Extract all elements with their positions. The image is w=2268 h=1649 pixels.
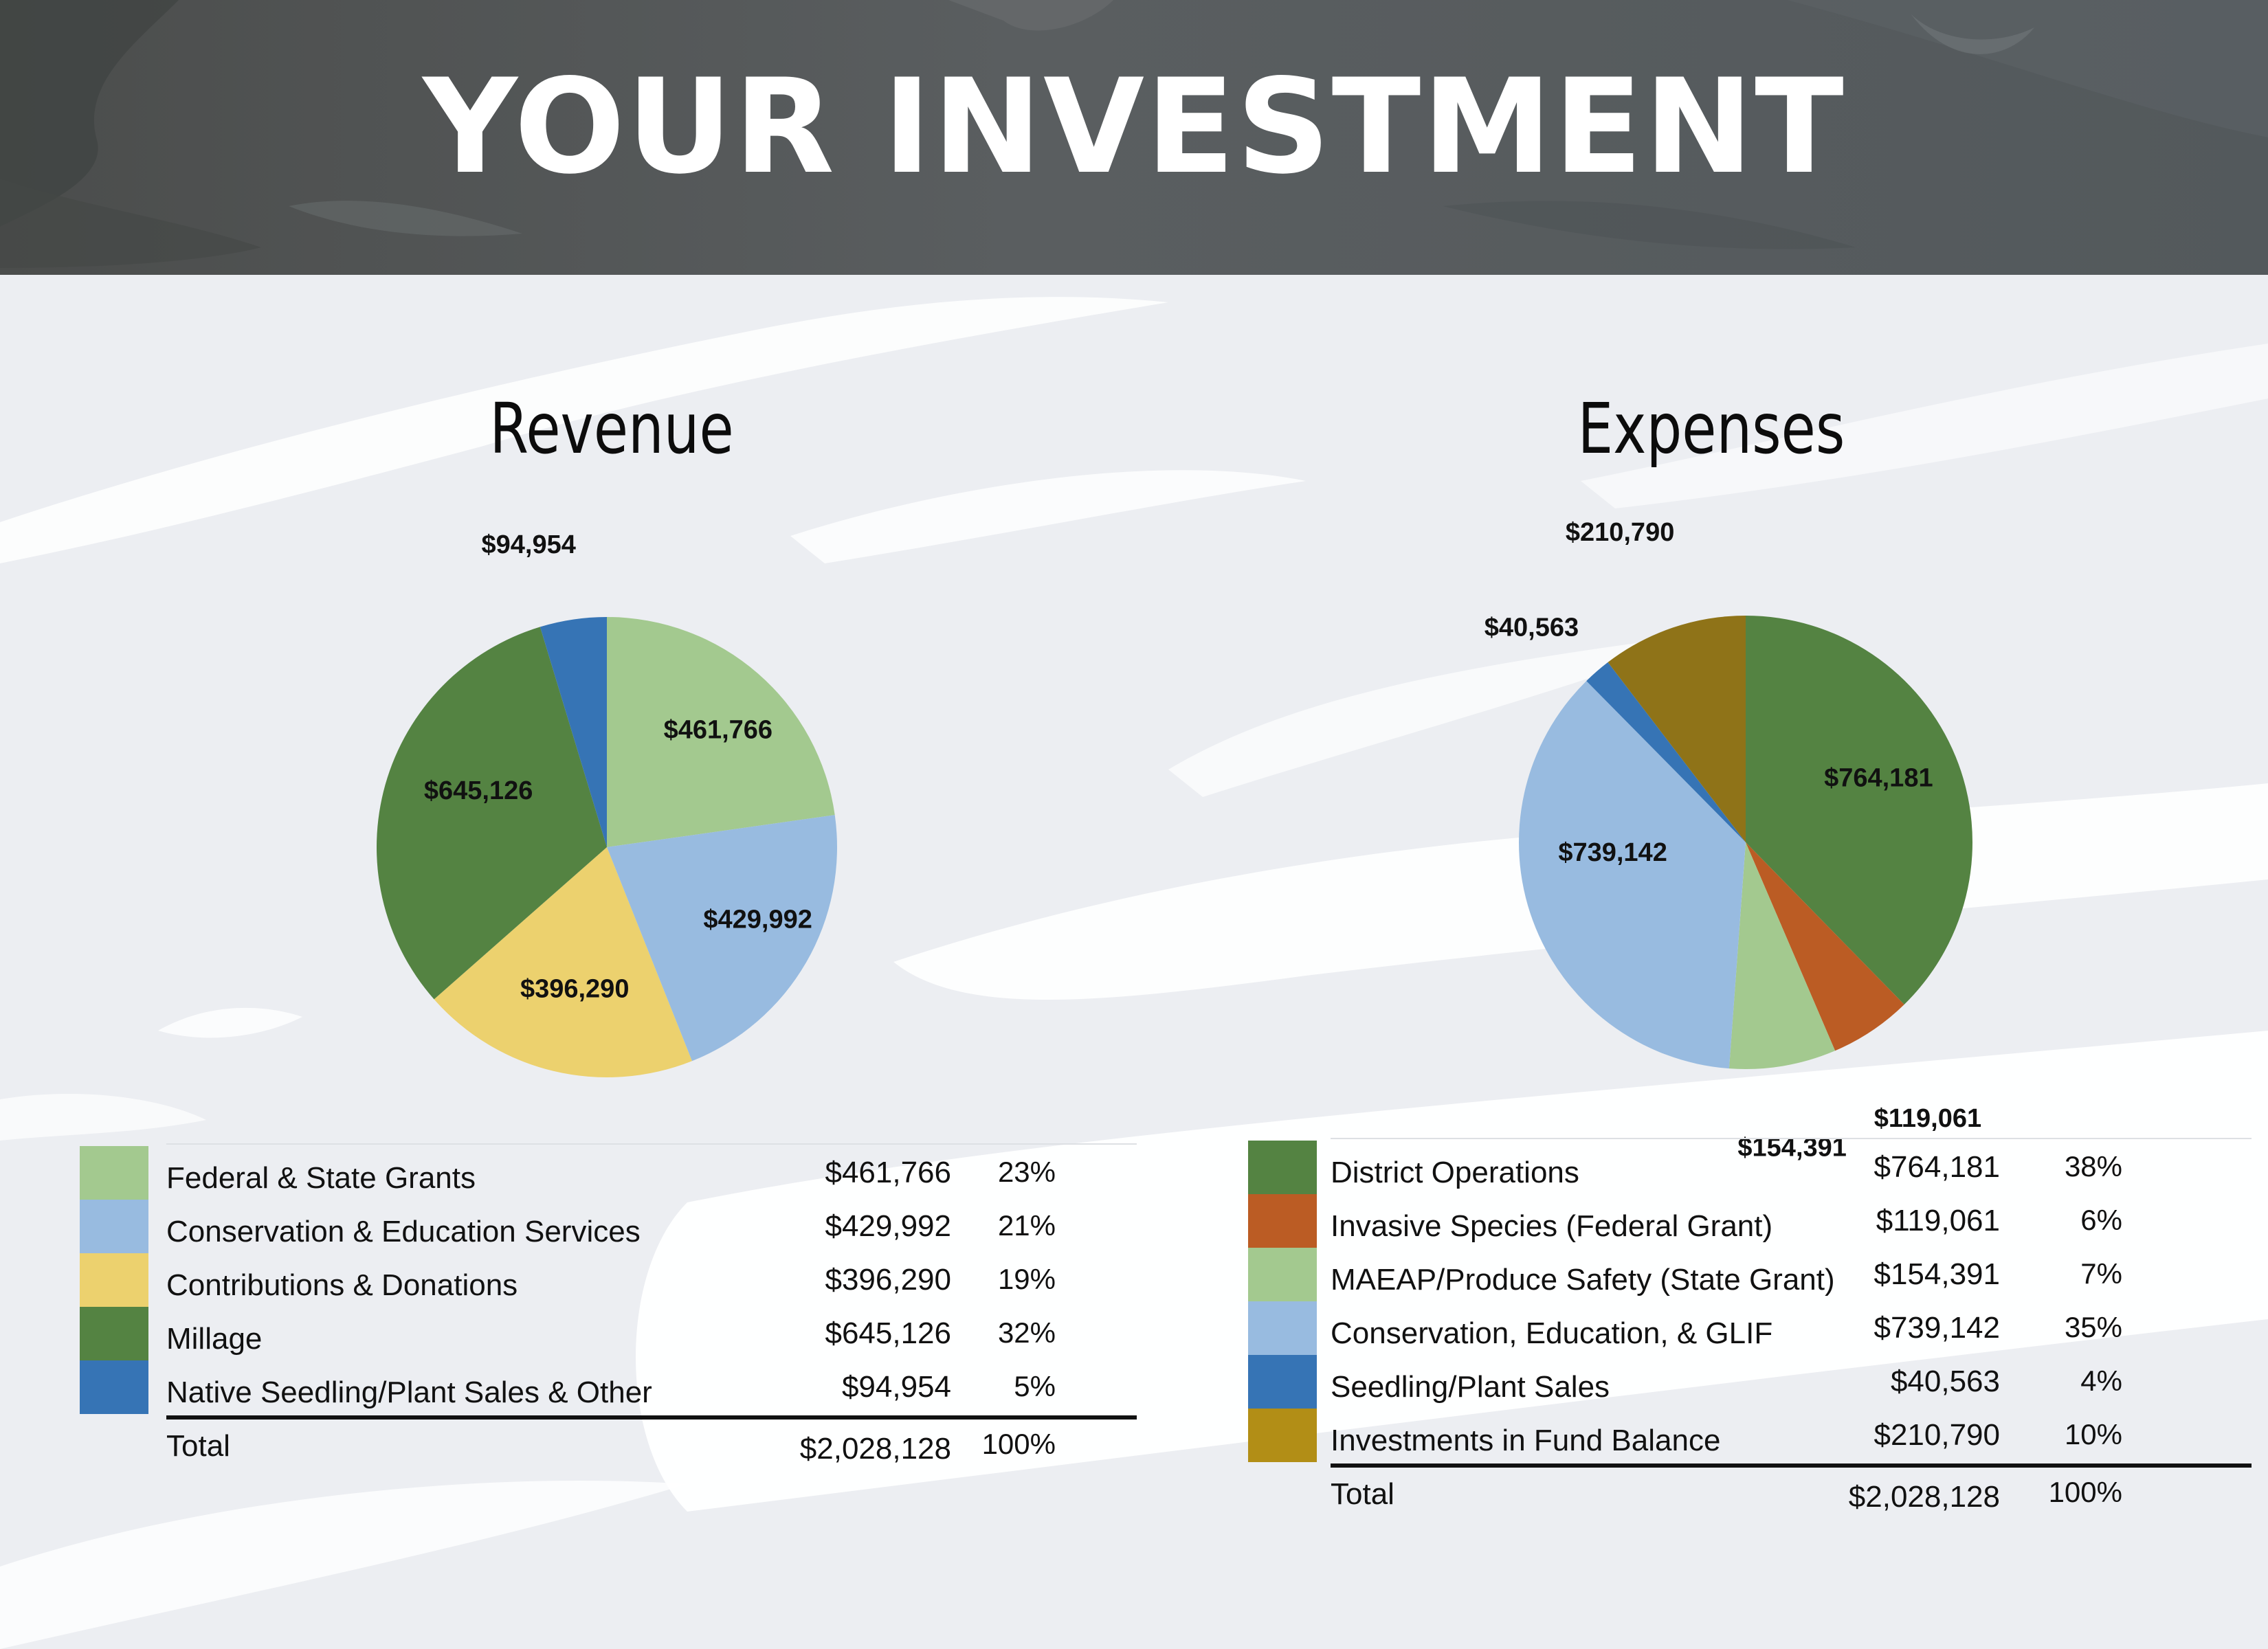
legend-row: Conservation, Education, & GLIF $739,142 3… [1248, 1301, 2122, 1356]
legend-percent: 35% [2064, 1311, 2122, 1343]
legend-percent: 10% [2064, 1418, 2122, 1450]
legend-color-swatch [1248, 1141, 1317, 1194]
total-amount: $2,028,128 [799, 1432, 951, 1466]
legend-percent: 23% [997, 1156, 1056, 1188]
expenses-slice [1586, 662, 1746, 842]
legend-label: Invasive Species (Federal Grant) [1331, 1209, 1773, 1243]
legend-color-swatch [80, 1200, 148, 1253]
brush-texture [0, 0, 2268, 268]
legend-label: District Operations [1331, 1156, 1579, 1189]
legend-color-swatch [80, 1146, 148, 1200]
revenue-data-label: $429,992 [703, 905, 812, 934]
total-amount: $2,028,128 [1848, 1480, 2000, 1514]
legend-row: Contributions & Donations $396,290 19% [80, 1253, 1056, 1308]
legend-color-swatch [1248, 1409, 1317, 1462]
legend-label: Contributions & Donations [166, 1268, 518, 1302]
revenue-slice [607, 815, 837, 1062]
revenue-pie-chart: $461,766 $429,992 $396,290 $645,126 $94,954 [377, 530, 837, 1077]
page-title: YOUR INVESTMENT [423, 51, 1845, 203]
total-row: Total $2,028,128 100% [1248, 1476, 2122, 1532]
legend-row: Invasive Species (Federal Grant) $119,061… [1248, 1194, 2122, 1249]
expenses-data-label: $764,181 [1824, 763, 1933, 792]
expenses-data-label: $40,563 [1485, 613, 1579, 642]
revenue-slice [607, 617, 835, 847]
total-percent: 100% [981, 1428, 1056, 1460]
revenue-slice [434, 847, 692, 1077]
legend-percent: 6% [2080, 1204, 2122, 1236]
expenses-data-label: $739,142 [1558, 838, 1667, 867]
legend-row: Millage $645,126 32% [80, 1307, 1056, 1362]
expenses-slice [1746, 842, 1904, 1051]
legend-amount: $154,391 [1874, 1257, 2000, 1291]
legend-color-swatch [80, 1307, 148, 1360]
expenses-pie-chart: $764,181$119,061$154,391$739,142$40,563$… [1485, 518, 1981, 1163]
revenue-data-label: $645,126 [424, 776, 533, 805]
legend-color-swatch [1248, 1248, 1317, 1301]
legend-row: Seedling/Plant Sales $40,563 4% [1248, 1355, 2122, 1410]
legend-amount: $461,766 [825, 1156, 951, 1189]
expenses-slice [1728, 842, 1836, 1069]
legend-color-swatch [1248, 1355, 1317, 1409]
legend-label: Seedling/Plant Sales [1331, 1370, 1610, 1404]
legend-label: MAEAP/Produce Safety (State Grant) [1331, 1263, 1835, 1297]
expenses-slice [1519, 681, 1746, 1069]
legend-label: Investments in Fund Balance [1331, 1424, 1721, 1457]
total-row: Total $2,028,128 100% [80, 1428, 1056, 1484]
revenue-chart-title: Revenue [489, 388, 734, 470]
legend-amount: $396,290 [825, 1263, 951, 1297]
total-divider [1331, 1463, 2252, 1468]
legend-amount: $40,563 [1890, 1365, 2000, 1398]
background-strokes [0, 297, 2268, 1649]
legend-row: MAEAP/Produce Safety (State Grant) $154,3… [1248, 1248, 2122, 1303]
legend-label: Millage [166, 1322, 263, 1356]
total-divider [166, 1415, 1137, 1420]
legend-color-swatch [80, 1253, 148, 1307]
legend-label: Conservation & Education Services [166, 1215, 641, 1248]
legend-amount: $739,142 [1874, 1311, 2000, 1345]
legend-row: Native Seedling/Plant Sales & Other $94,9… [80, 1360, 1056, 1415]
legend-row: Federal & State Grants $461,766 23% [80, 1146, 1056, 1201]
legend-amount: $210,790 [1874, 1418, 2000, 1452]
revenue-legend-table: Federal & State Grants $461,766 23% Conserv… [80, 1143, 1137, 1490]
legend-label: Conservation, Education, & GLIF [1331, 1316, 1773, 1350]
expenses-data-label: $210,790 [1566, 518, 1675, 547]
legend-amount: $764,181 [1874, 1150, 2000, 1184]
legend-row: Conservation & Education Services $429,99… [80, 1200, 1056, 1255]
legend-percent: 4% [2080, 1365, 2122, 1397]
legend-color-swatch [1248, 1301, 1317, 1355]
legend-percent: 32% [997, 1316, 1056, 1349]
revenue-slice [540, 617, 607, 847]
expenses-slice [1746, 616, 1972, 1005]
legend-color-swatch [1248, 1194, 1317, 1248]
revenue-data-label: $396,290 [520, 974, 630, 1003]
total-label: Total [166, 1429, 230, 1463]
total-percent: 100% [2048, 1476, 2122, 1508]
expenses-chart-title: Expenses [1577, 388, 1845, 470]
expenses-data-label: $119,061 [1874, 1104, 1981, 1133]
legend-label: Native Seedling/Plant Sales & Other [166, 1376, 652, 1409]
legend-amount: $645,126 [825, 1316, 951, 1350]
legend-percent: 7% [2080, 1257, 2122, 1290]
legend-amount: $429,992 [825, 1209, 951, 1243]
revenue-data-label: $94,954 [481, 530, 575, 559]
revenue-slice [377, 627, 607, 1000]
header-banner: YOUR INVESTMENT [0, 0, 2268, 275]
legend-row: Investments in Fund Balance $210,790 10% [1248, 1409, 2122, 1463]
total-label: Total [1331, 1477, 1394, 1511]
legend-percent: 38% [2064, 1150, 2122, 1182]
revenue-data-label: $461,766 [664, 715, 773, 744]
legend-amount: $94,954 [841, 1370, 951, 1404]
legend-top-divider [166, 1143, 1137, 1145]
legend-percent: 19% [997, 1263, 1056, 1295]
legend-top-divider [1331, 1138, 2252, 1139]
legend-label: Federal & State Grants [166, 1161, 476, 1195]
legend-percent: 5% [1014, 1370, 1056, 1402]
legend-row: District Operations $764,181 38% [1248, 1141, 2122, 1196]
legend-percent: 21% [997, 1209, 1056, 1242]
legend-color-swatch [80, 1360, 148, 1414]
expenses-legend-table: District Operations $764,181 38% Invasive S… [1248, 1138, 2252, 1539]
legend-amount: $119,061 [1876, 1204, 2000, 1237]
expenses-slice [1608, 616, 1746, 842]
